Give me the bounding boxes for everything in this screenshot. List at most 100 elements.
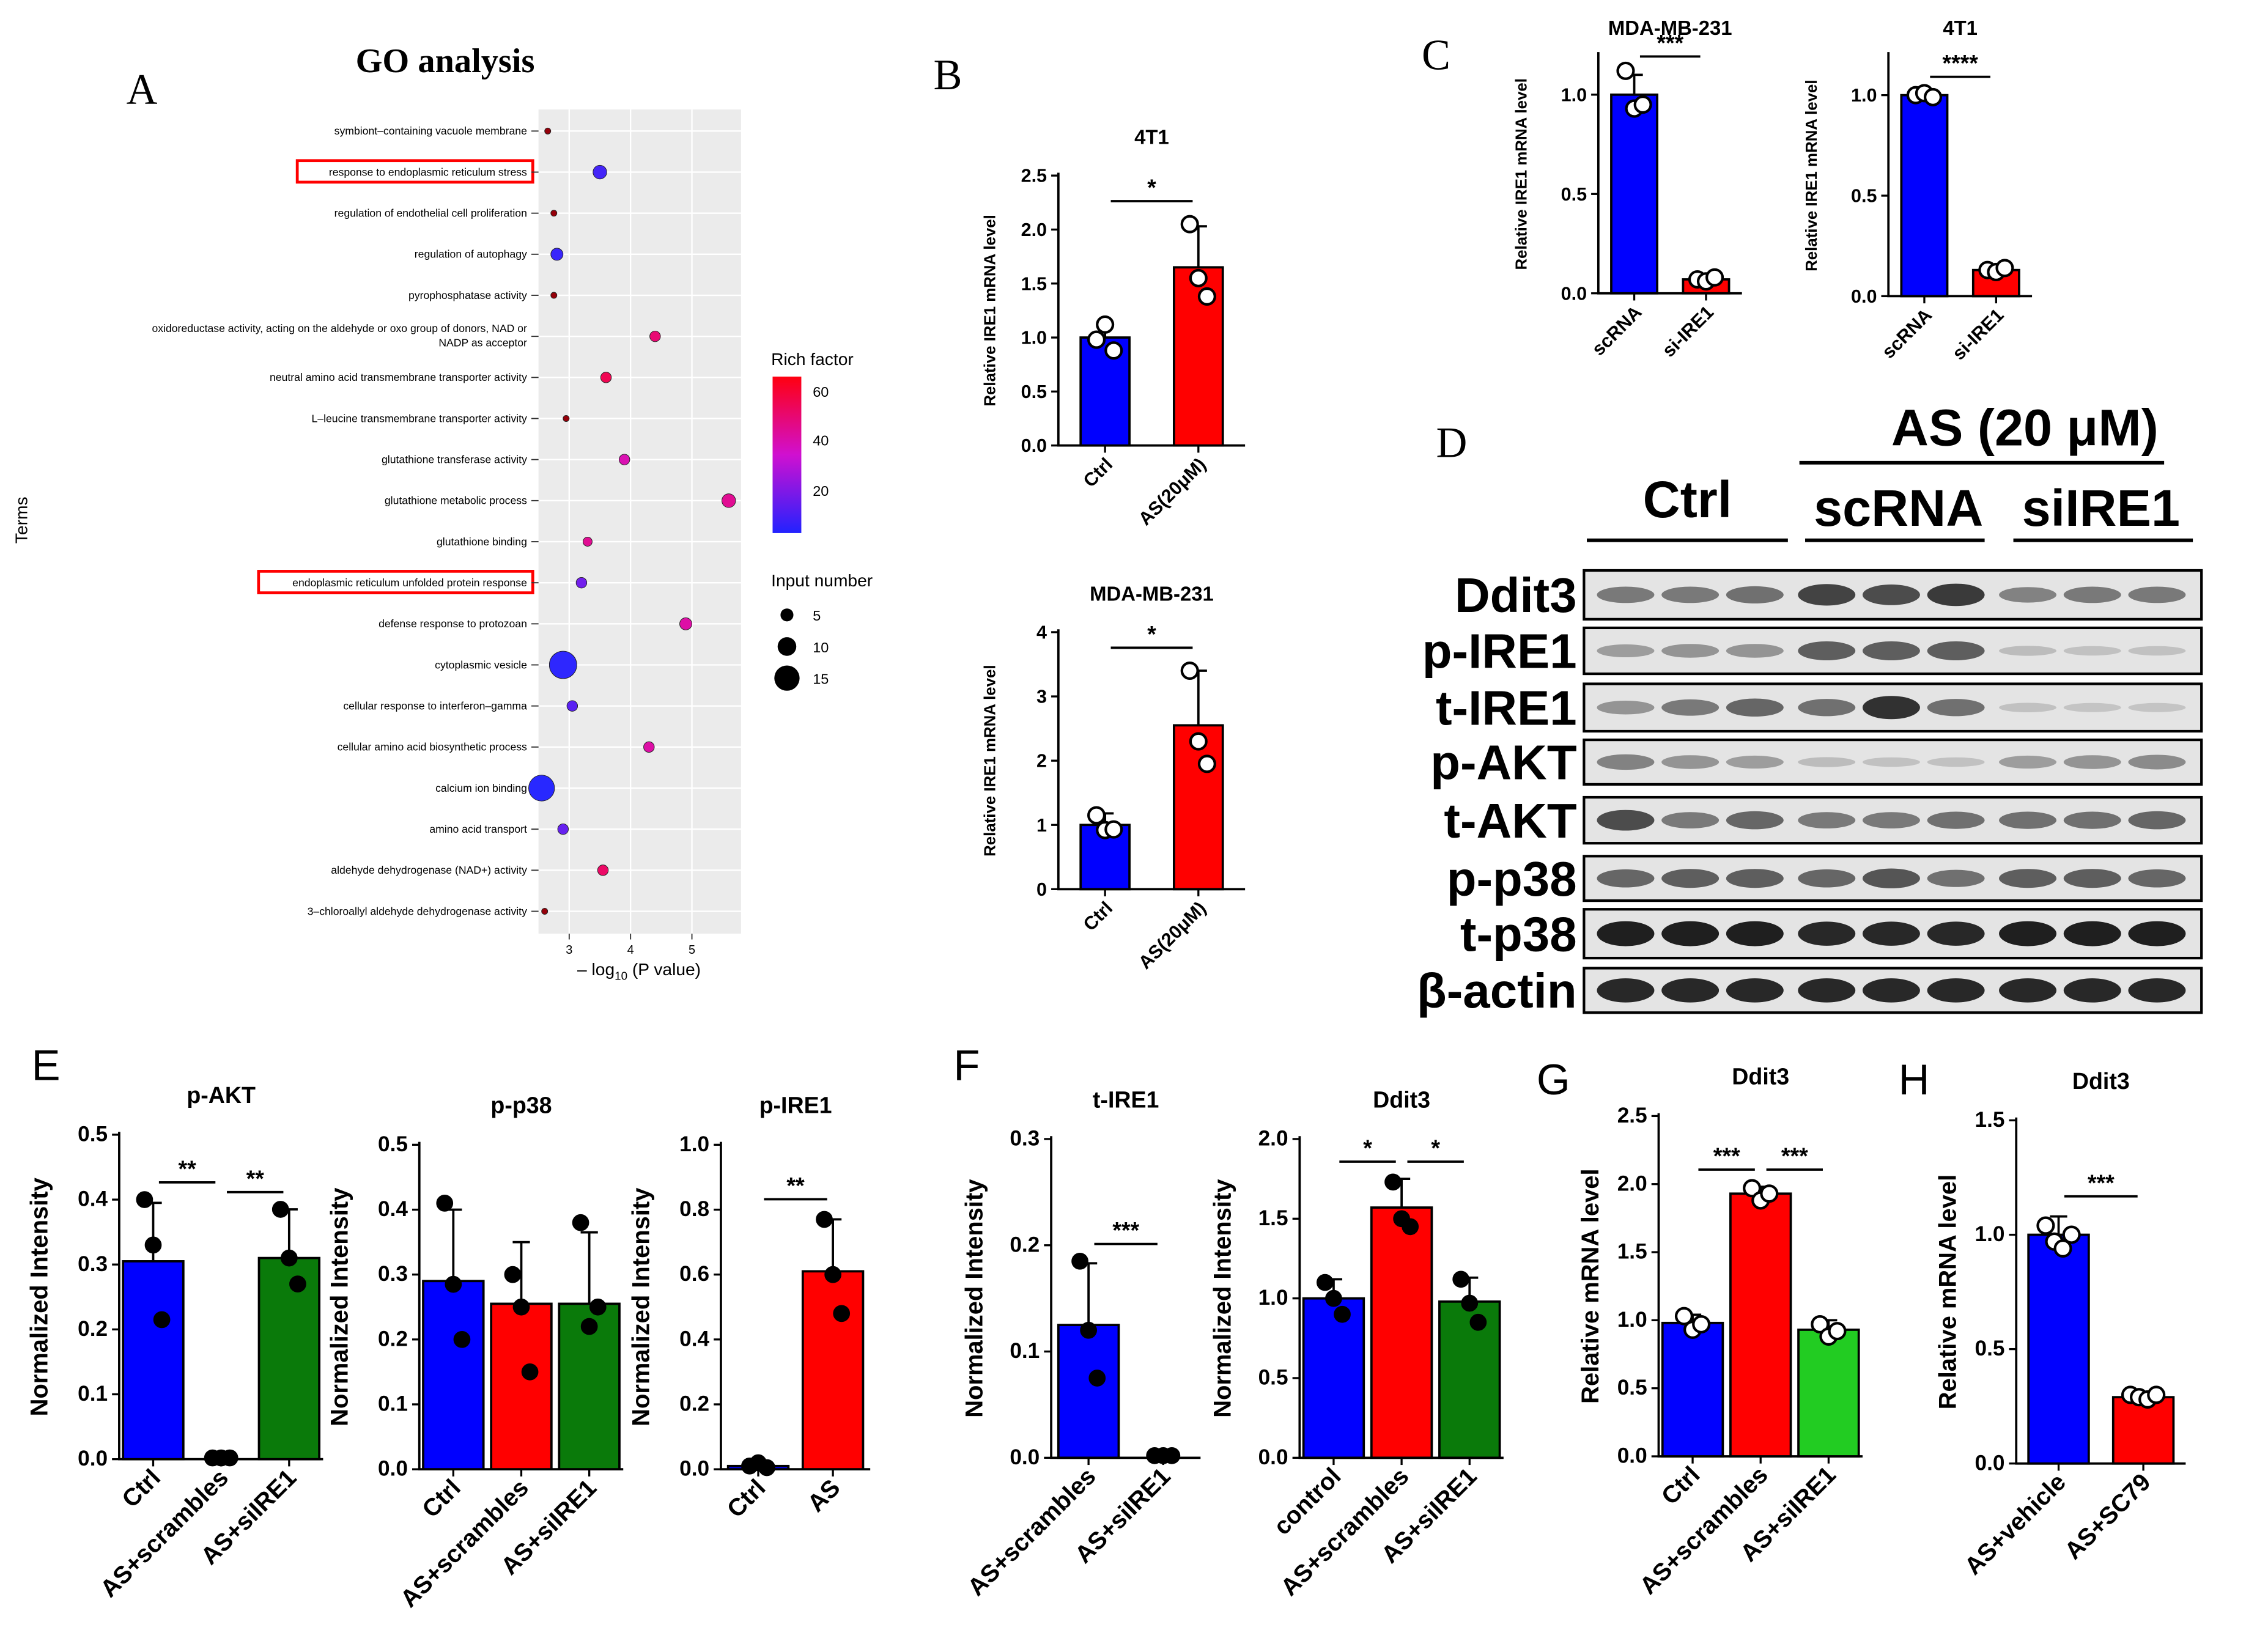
blot-band xyxy=(2063,755,2121,769)
blot-band xyxy=(1798,812,1856,828)
go-term-label: oxidoreductase activity, acting on the a… xyxy=(152,322,527,334)
go-x-label-sub: 10 xyxy=(615,969,627,982)
data-point xyxy=(1189,268,1208,287)
x-tick-label: scRNA xyxy=(1878,304,1936,363)
western-blot-panel: AS (20 μM) Ctrl scRNA siIRE1 Ddit3p-IRE1… xyxy=(1417,399,2203,1018)
blot-band xyxy=(1597,754,1655,770)
y-tick-label: 1 xyxy=(1036,815,1047,836)
data-point xyxy=(1080,1321,1097,1339)
y-tick-label: 1.5 xyxy=(1974,1108,2004,1132)
significance-label: **** xyxy=(1942,50,1978,76)
data-point xyxy=(1692,1315,1711,1334)
y-tick-label: 0.0 xyxy=(1851,286,1877,307)
data-point xyxy=(2036,1216,2055,1235)
significance-label: ** xyxy=(786,1173,805,1198)
go-point xyxy=(597,865,609,876)
data-point xyxy=(521,1363,539,1381)
go-term-label: glutathione binding xyxy=(437,536,527,548)
x-tick-label: Ctrl xyxy=(1079,898,1117,935)
bar xyxy=(1900,94,1949,298)
y-axis-label: Normalized Intensity xyxy=(326,1188,353,1426)
input-size-5-dot xyxy=(780,608,794,622)
y-tick-label: 0.1 xyxy=(1010,1339,1040,1363)
blot-band xyxy=(1862,696,1920,720)
blot-band xyxy=(1726,698,1784,717)
go-point xyxy=(544,127,552,135)
y-tick-label: 0.6 xyxy=(679,1262,709,1286)
blot-band xyxy=(1726,811,1784,830)
y-tick-label: 0.1 xyxy=(378,1392,408,1416)
blot-band xyxy=(2128,921,2186,946)
blot-band xyxy=(2063,921,2121,946)
go-term-label-cont: NADP as acceptor xyxy=(438,337,527,349)
panel-label-a: A xyxy=(127,66,158,114)
significance-label: *** xyxy=(1112,1217,1139,1243)
panel-label-e: E xyxy=(32,1041,61,1090)
data-point xyxy=(2147,1385,2166,1404)
go-point xyxy=(549,651,577,679)
y-tick-label: 0.0 xyxy=(1010,1445,1040,1469)
data-point xyxy=(1674,1307,1693,1326)
blot-band xyxy=(1927,757,1985,767)
go-term-label: cellular amino acid biosynthetic process xyxy=(338,741,527,753)
blot-band xyxy=(1597,921,1655,946)
y-tick-label: 0.0 xyxy=(1258,1445,1288,1469)
y-tick-label: 0.2 xyxy=(378,1327,408,1351)
blot-band xyxy=(1661,586,1720,603)
chart-title: MDA-MB-231 xyxy=(1090,582,1214,605)
go-y-axis-label: Terms xyxy=(12,496,31,544)
significance-label: ** xyxy=(246,1165,265,1191)
blot-band xyxy=(2063,702,2121,712)
blot-band xyxy=(1862,921,1920,946)
panel-label-g: G xyxy=(1537,1055,1570,1104)
data-point xyxy=(144,1236,162,1254)
data-point xyxy=(1469,1313,1487,1331)
x-tick-label: AS xyxy=(802,1474,845,1517)
bar xyxy=(257,1256,321,1461)
go-title: GO analysis xyxy=(356,42,535,80)
go-point xyxy=(566,700,578,712)
go-term-label: response to endoplasmic reticulum stress xyxy=(329,166,527,178)
chart-c-4t1: 0.0 0.5 1.0 4T1 Relative IRE1 mRNA level scRN… xyxy=(1803,17,2033,364)
go-term-label: endoplasmic reticulum unfolded protein r… xyxy=(292,577,527,589)
go-plot-background xyxy=(538,109,741,934)
x-tick-label: AS+vehicle xyxy=(1959,1469,2071,1580)
blot-band xyxy=(1726,921,1784,946)
significance-label: * xyxy=(1363,1135,1372,1161)
blot-band xyxy=(1862,757,1920,767)
rich-factor-colorbar xyxy=(772,376,802,533)
blot-band xyxy=(1927,811,1985,829)
y-axis-label: Relative IRE1 mRNA level xyxy=(981,665,999,856)
go-analysis-panel: GO analysis symbiont–containing vacuole … xyxy=(12,42,873,982)
data-point xyxy=(1104,341,1123,360)
data-point xyxy=(2062,1225,2081,1244)
blot-band xyxy=(1661,644,1720,658)
y-tick-label: 0.0 xyxy=(1561,283,1587,304)
go-point xyxy=(563,415,570,422)
data-point xyxy=(1104,820,1123,839)
data-point xyxy=(1334,1305,1351,1323)
y-axis-label: Normalized Intensity xyxy=(961,1179,988,1418)
x-tick-label: Ctrl xyxy=(1079,454,1117,491)
data-point xyxy=(1087,330,1106,349)
data-point xyxy=(453,1330,471,1348)
go-term-label: 3–chloroallyl aldehyde dehydrogenase act… xyxy=(308,905,527,917)
blot-band xyxy=(1999,978,2057,1003)
input-tick-5: 5 xyxy=(813,608,821,624)
data-point xyxy=(1384,1173,1402,1191)
chart-title: p-p38 xyxy=(490,1093,552,1118)
data-point xyxy=(1616,61,1635,80)
y-tick-label: 2 xyxy=(1036,751,1047,772)
y-tick-label: 0.5 xyxy=(1617,1376,1647,1399)
x-tick-label: scRNA xyxy=(1588,302,1646,360)
chart-g-ddit3: 0.0 0.5 1.0 1.5 2.0 2.5 Ddit3 Relative mRNA lev… xyxy=(1577,1064,1863,1600)
y-tick-label: 0.0 xyxy=(679,1457,709,1481)
blot-band xyxy=(1726,644,1784,658)
blot-band xyxy=(1661,755,1720,769)
blot-band xyxy=(1597,700,1655,715)
data-point xyxy=(1180,215,1199,234)
go-term-label: cytoplasmic vesicle xyxy=(435,658,527,671)
y-tick-label: 1.5 xyxy=(1617,1240,1647,1264)
blot-band xyxy=(1597,809,1655,831)
blot-band xyxy=(1661,869,1720,888)
